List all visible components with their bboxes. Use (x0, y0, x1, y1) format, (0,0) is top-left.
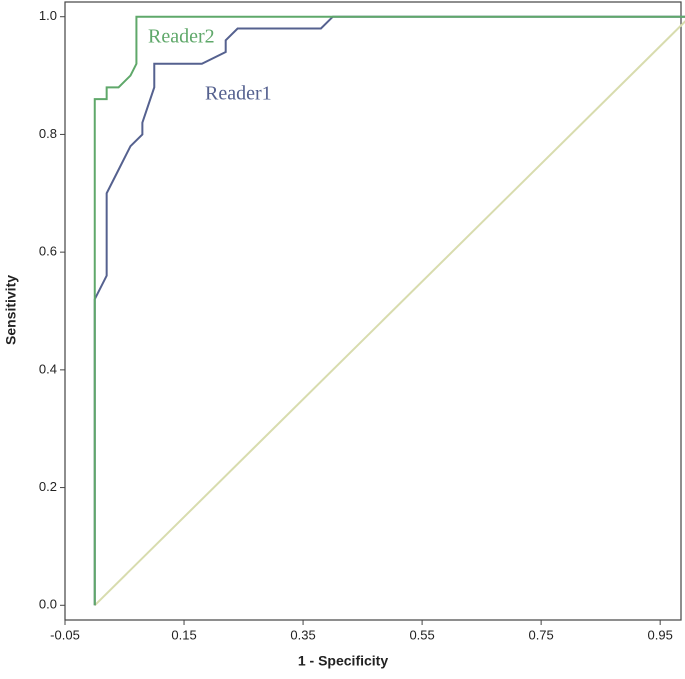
x-tick-label: 0.55 (409, 627, 434, 642)
plot-frame (64, 1, 682, 621)
y-tick-label: 0.8 (39, 126, 57, 141)
y-tick-label: 0.6 (39, 244, 57, 259)
y-tick-label: 1.0 (39, 8, 57, 23)
series-label: Reader1 (205, 83, 272, 105)
y-tick-label: 0.0 (39, 597, 57, 612)
x-tick-label: 0.75 (528, 627, 553, 642)
x-tick-label: 0.95 (648, 627, 673, 642)
y-tick-label: 0.4 (39, 361, 57, 376)
x-axis-title: 1 - Specificity (298, 653, 388, 669)
roc-line (94, 20, 685, 606)
y-tick-label: 0.2 (39, 479, 57, 494)
roc-line (93, 15, 685, 606)
x-tick-label: -0.05 (50, 627, 80, 642)
x-tick-label: 0.35 (290, 627, 315, 642)
roc-line (93, 15, 685, 606)
series-label: Reader2 (148, 26, 215, 48)
x-tick-label: 0.15 (171, 627, 196, 642)
y-axis-title: Sensitivity (3, 275, 19, 345)
